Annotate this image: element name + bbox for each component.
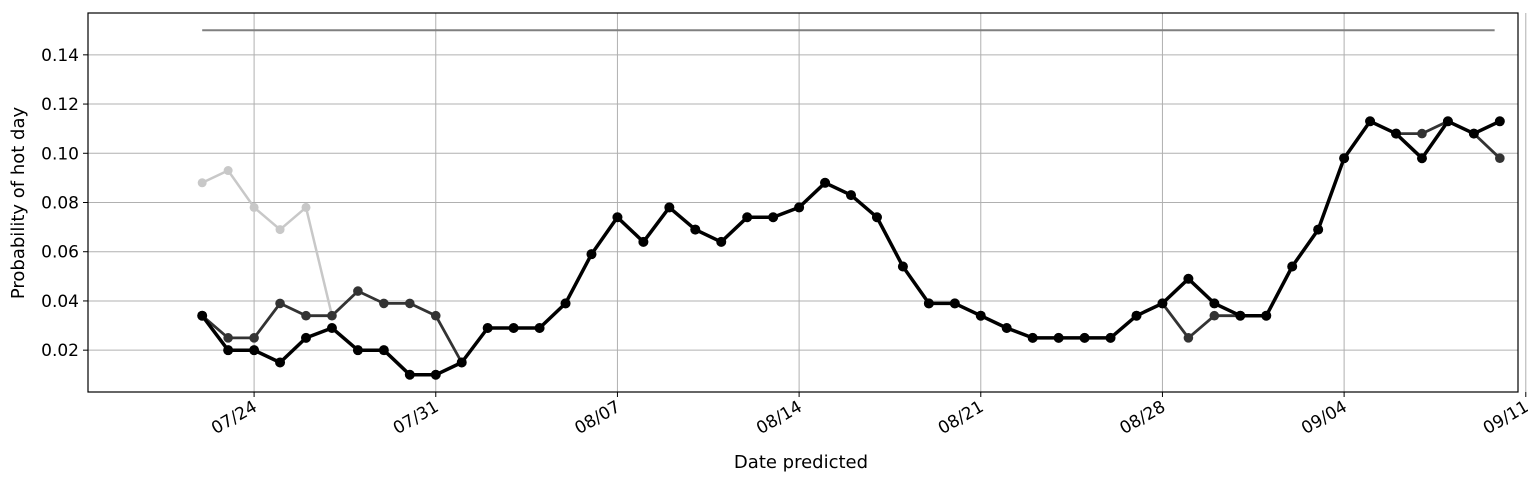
data-point	[1287, 261, 1297, 271]
data-point	[483, 323, 493, 333]
data-point	[586, 249, 596, 259]
data-point	[1106, 333, 1116, 343]
y-tick-label: 0.14	[41, 46, 79, 66]
data-point	[353, 286, 363, 296]
data-point	[768, 212, 778, 222]
data-point	[431, 311, 441, 321]
data-point	[1417, 129, 1427, 139]
data-point	[405, 299, 415, 309]
data-point	[638, 237, 648, 247]
data-point	[1313, 225, 1323, 235]
data-point	[276, 225, 285, 234]
series-black	[197, 116, 1505, 379]
data-point	[197, 311, 207, 321]
series-light-gray	[198, 166, 337, 320]
data-point	[1235, 311, 1245, 321]
data-point	[1183, 274, 1193, 284]
series-line	[202, 121, 1500, 374]
y-tick-label: 0.12	[41, 95, 79, 115]
data-point	[950, 298, 960, 308]
data-point	[1157, 298, 1167, 308]
x-axis-label: Date predicted	[734, 452, 868, 473]
data-point	[275, 357, 285, 367]
data-point	[535, 323, 545, 333]
data-point	[353, 345, 363, 355]
data-point	[301, 311, 311, 321]
data-point	[976, 311, 986, 321]
data-point	[223, 345, 233, 355]
data-point	[249, 345, 259, 355]
data-point	[509, 323, 519, 333]
data-point	[327, 323, 337, 333]
data-point	[1495, 153, 1505, 163]
data-point	[379, 345, 389, 355]
x-tick-label: 08/28	[1117, 397, 1169, 439]
data-point	[1417, 153, 1427, 163]
data-point	[379, 299, 389, 309]
data-point	[820, 178, 830, 188]
data-point	[1209, 298, 1219, 308]
data-point	[794, 202, 804, 212]
x-tick-label: 08/07	[572, 397, 624, 439]
data-point	[223, 333, 233, 343]
data-point	[198, 178, 207, 187]
x-tick-label: 09/11	[1480, 397, 1528, 439]
data-point	[561, 298, 571, 308]
data-point	[1054, 333, 1064, 343]
x-tick-label: 07/31	[390, 397, 442, 439]
data-point	[250, 203, 259, 212]
y-tick-label: 0.04	[41, 292, 79, 312]
x-axis-ticks: 07/24 07/31 08/07 08/14 08/21 08/28 09/04 09/11	[208, 392, 1528, 439]
data-point	[275, 299, 285, 309]
data-point	[872, 212, 882, 222]
data-point	[1210, 311, 1220, 321]
x-tick-label: 08/21	[935, 397, 987, 439]
data-point	[742, 212, 752, 222]
data-point	[1391, 129, 1401, 139]
data-point	[1495, 116, 1505, 126]
series-line	[202, 121, 1500, 362]
data-point	[846, 190, 856, 200]
series-line	[202, 171, 332, 316]
data-point	[457, 357, 467, 367]
data-point	[612, 212, 622, 222]
x-tick-label: 08/14	[753, 397, 805, 439]
data-point	[431, 370, 441, 380]
y-tick-label: 0.10	[41, 144, 79, 164]
data-point	[1339, 153, 1349, 163]
series-group	[197, 116, 1505, 379]
data-point	[302, 203, 311, 212]
data-point	[1469, 129, 1479, 139]
data-point	[664, 202, 674, 212]
data-point	[1184, 333, 1194, 343]
data-point	[1443, 116, 1453, 126]
data-point	[405, 370, 415, 380]
data-point	[690, 225, 700, 235]
y-axis-ticks: 0.02 0.04 0.06 0.08 0.10 0.12 0.14	[41, 46, 88, 361]
data-point	[898, 261, 908, 271]
data-point	[327, 311, 337, 321]
data-point	[924, 298, 934, 308]
data-point	[1028, 333, 1038, 343]
data-point	[1365, 116, 1375, 126]
x-tick-label: 09/04	[1298, 397, 1350, 439]
data-point	[301, 333, 311, 343]
data-point	[1261, 311, 1271, 321]
x-tick-label: 07/24	[208, 397, 260, 439]
data-point	[249, 333, 259, 343]
y-tick-label: 0.02	[41, 341, 79, 361]
data-point	[1080, 333, 1090, 343]
y-axis-label: Probability of hot day	[8, 107, 29, 300]
data-point	[1131, 311, 1141, 321]
data-point	[716, 237, 726, 247]
y-tick-label: 0.08	[41, 194, 79, 214]
data-point	[1002, 323, 1012, 333]
y-tick-label: 0.06	[41, 243, 79, 263]
data-point	[224, 166, 233, 175]
